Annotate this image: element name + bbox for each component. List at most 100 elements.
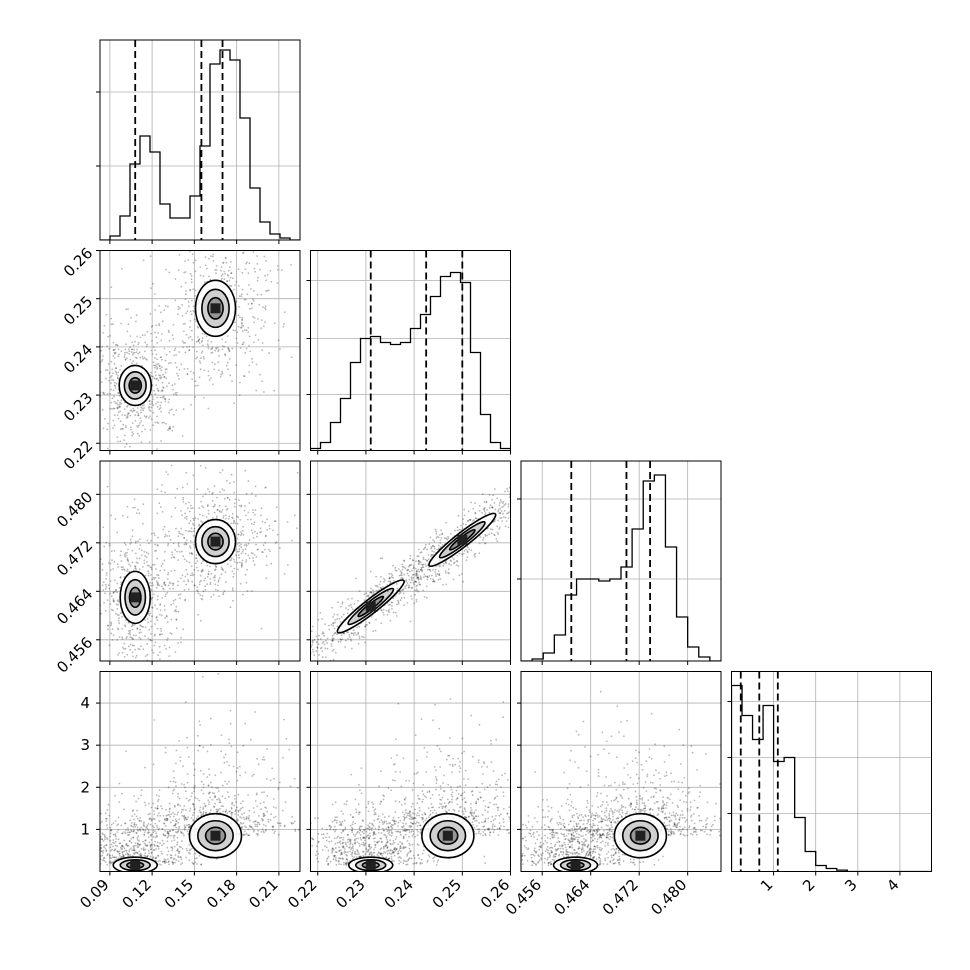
sample-point <box>110 608 113 611</box>
sample-point <box>170 603 173 606</box>
sample-point <box>499 512 502 515</box>
sample-point <box>171 847 174 850</box>
sample-point <box>151 843 153 846</box>
sample-point <box>127 630 130 632</box>
sample-point <box>127 560 130 563</box>
sample-point <box>135 568 138 570</box>
sample-point <box>240 505 243 508</box>
sample-point <box>261 380 263 383</box>
sample-point <box>474 552 477 555</box>
sample-point <box>351 608 354 611</box>
sample-point <box>143 404 146 406</box>
sample-point <box>394 611 397 614</box>
sample-point <box>131 434 134 437</box>
sample-point <box>425 585 428 588</box>
sample-point <box>374 629 377 632</box>
sample-point <box>219 491 221 493</box>
sample-point <box>177 811 179 814</box>
sample-point <box>106 808 109 811</box>
sample-point <box>416 574 419 577</box>
sample-point <box>248 335 251 338</box>
sample-point <box>514 491 516 493</box>
sample-point <box>224 797 227 800</box>
sample-point <box>457 514 460 517</box>
sample-point <box>132 506 135 509</box>
sample-point <box>184 293 187 296</box>
sample-point <box>200 242 202 244</box>
sample-point <box>290 356 293 359</box>
sample-point <box>263 801 265 804</box>
sample-point <box>448 572 450 575</box>
sample-point <box>396 852 399 855</box>
sample-point <box>348 634 351 636</box>
sample-point <box>175 823 177 825</box>
sample-point <box>183 543 186 546</box>
sample-point <box>229 606 232 609</box>
sample-point <box>372 605 375 608</box>
sample-point <box>304 671 306 673</box>
sample-point <box>279 824 282 827</box>
sample-point <box>168 530 170 533</box>
sample-point <box>169 807 172 810</box>
sample-point <box>516 482 518 484</box>
sample-point <box>188 552 191 555</box>
sample-point <box>145 415 148 418</box>
sample-point <box>188 824 191 826</box>
sample-point <box>288 748 291 751</box>
sample-point <box>342 613 345 616</box>
sample-point <box>97 851 99 853</box>
sample-point <box>257 822 260 824</box>
sample-point <box>518 489 520 491</box>
sample-point <box>118 850 121 853</box>
sample-point <box>198 809 201 812</box>
sample-point <box>255 820 257 823</box>
sample-point <box>145 416 147 419</box>
sample-point <box>185 529 188 532</box>
sample-point <box>174 824 177 827</box>
sample-point <box>149 834 152 836</box>
sample-point <box>180 783 183 785</box>
sample-point <box>241 319 244 321</box>
sample-point <box>139 417 142 420</box>
sample-point <box>236 818 239 821</box>
sample-point <box>422 564 424 566</box>
sample-point <box>174 861 177 864</box>
sample-point <box>248 262 251 265</box>
sample-point <box>241 316 244 319</box>
sample-point <box>180 858 183 861</box>
sample-point <box>504 516 507 519</box>
sample-point <box>445 521 447 524</box>
sample-point <box>268 527 271 530</box>
sample-point <box>387 849 390 852</box>
sample-point <box>347 851 349 853</box>
sample-point <box>430 547 433 550</box>
sample-point <box>240 817 243 819</box>
sample-point <box>217 350 220 353</box>
sample-point <box>493 534 496 537</box>
sample-point <box>242 343 245 345</box>
sample-point <box>211 799 214 801</box>
sample-point <box>158 323 161 325</box>
sample-point <box>198 855 201 857</box>
sample-point <box>225 809 228 811</box>
sample-point <box>218 509 221 512</box>
sample-point <box>483 542 486 545</box>
sample-point <box>121 568 124 571</box>
sample-point <box>401 568 404 571</box>
sample-point <box>230 272 233 274</box>
sample-point <box>373 832 376 835</box>
sample-point <box>267 289 270 292</box>
sample-point <box>447 568 450 571</box>
sample-point <box>382 611 384 614</box>
sample-point <box>156 807 159 810</box>
sample-point <box>432 544 434 547</box>
sample-point <box>123 850 126 853</box>
sample-point <box>170 230 172 232</box>
sample-point <box>392 576 394 579</box>
sample-point <box>273 322 276 325</box>
sample-point <box>219 471 222 474</box>
sample-point <box>199 513 201 516</box>
sample-point <box>150 598 153 601</box>
sample-point <box>498 504 501 507</box>
sample-point <box>215 810 218 813</box>
